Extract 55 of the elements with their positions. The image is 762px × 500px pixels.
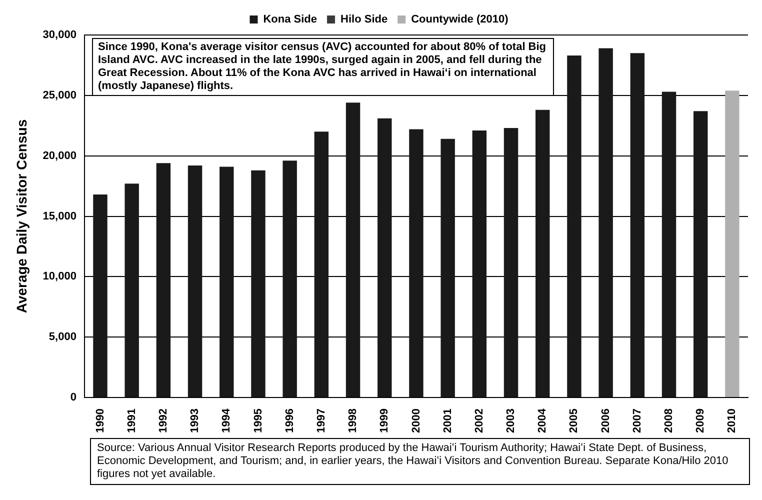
y-tick-label: 30,000 xyxy=(42,29,76,42)
bar xyxy=(504,128,518,398)
x-tick-label: 2000 xyxy=(410,408,422,434)
x-tick-label: 2004 xyxy=(536,408,549,434)
source-note: Source: Various Annual Visitor Research Reports produced by the Hawaiʻi Tourism Authority; Hawaiʻi State Dept. of Business, Economic Development, and Tourism; and, in earlier years, the Hawaiʻi Visitors and Convention Bureau. Separate Kona/Hilo 2010 figures not yet available. xyxy=(90,438,750,485)
bar xyxy=(472,130,487,398)
y-tick-label: 10,000 xyxy=(42,270,76,283)
bar xyxy=(536,110,550,398)
x-tick-label: 1998 xyxy=(347,408,360,434)
x-tick-label: 1997 xyxy=(315,408,328,434)
bar xyxy=(567,56,582,398)
bar xyxy=(378,118,392,398)
x-tick-label: 2001 xyxy=(442,408,454,434)
x-tick-label: 2006 xyxy=(600,408,612,434)
legend-label: Hilo Side xyxy=(340,14,388,26)
bar xyxy=(693,111,708,398)
x-tick-label: 1990 xyxy=(94,408,106,434)
bar xyxy=(124,184,139,398)
y-tick-label: 25,000 xyxy=(42,89,76,102)
x-tick-label: 2002 xyxy=(473,408,486,434)
bar xyxy=(314,132,329,398)
y-tick-label: 5,000 xyxy=(48,331,76,344)
bar xyxy=(598,48,613,398)
x-tick-label: 1995 xyxy=(252,408,264,434)
x-tick-label: 2009 xyxy=(694,408,707,434)
bar xyxy=(662,92,676,398)
bar xyxy=(156,163,171,398)
bar xyxy=(251,170,266,398)
x-tick-label: 2007 xyxy=(631,408,644,434)
bar xyxy=(282,160,297,398)
bar xyxy=(93,194,108,398)
x-tick-label: 2008 xyxy=(663,408,676,434)
bar xyxy=(346,102,360,398)
bar xyxy=(409,129,424,398)
x-tick-label: 1992 xyxy=(157,408,170,434)
x-tick-label: 1991 xyxy=(126,408,138,434)
y-axis-title: Average Daily Visitor Census xyxy=(13,119,30,314)
x-tick-label: 2003 xyxy=(505,408,518,434)
bar xyxy=(630,53,645,398)
y-tick-label: 20,000 xyxy=(42,150,76,162)
x-tick-label: 1994 xyxy=(220,408,233,434)
y-tick-label: 0 xyxy=(70,392,76,404)
annotation: Since 1990, Kona's average visitor census (AVC) accounted for about 80% of total Big Island AVC. AVC increased in the late 1990s, surged again in 2005, and fell during the Great Recession. About 11% of the Kona AVC has arrived in Hawaiʻi on international (mostly Japanese) flights. xyxy=(92,38,554,96)
bar xyxy=(188,166,202,398)
bar xyxy=(220,166,234,398)
y-tick-label: 15,000 xyxy=(42,210,76,222)
bar xyxy=(725,90,740,398)
x-tick-label: 1999 xyxy=(378,408,391,434)
x-tick-label: 2010 xyxy=(726,408,738,434)
x-tick-label: 2005 xyxy=(568,408,580,434)
legend-label: Kona Side xyxy=(263,14,318,26)
bar xyxy=(440,138,455,398)
x-tick-label: 1993 xyxy=(189,408,202,434)
x-tick-label: 1996 xyxy=(284,408,296,434)
legend-label: Countywide (2010) xyxy=(411,14,509,26)
